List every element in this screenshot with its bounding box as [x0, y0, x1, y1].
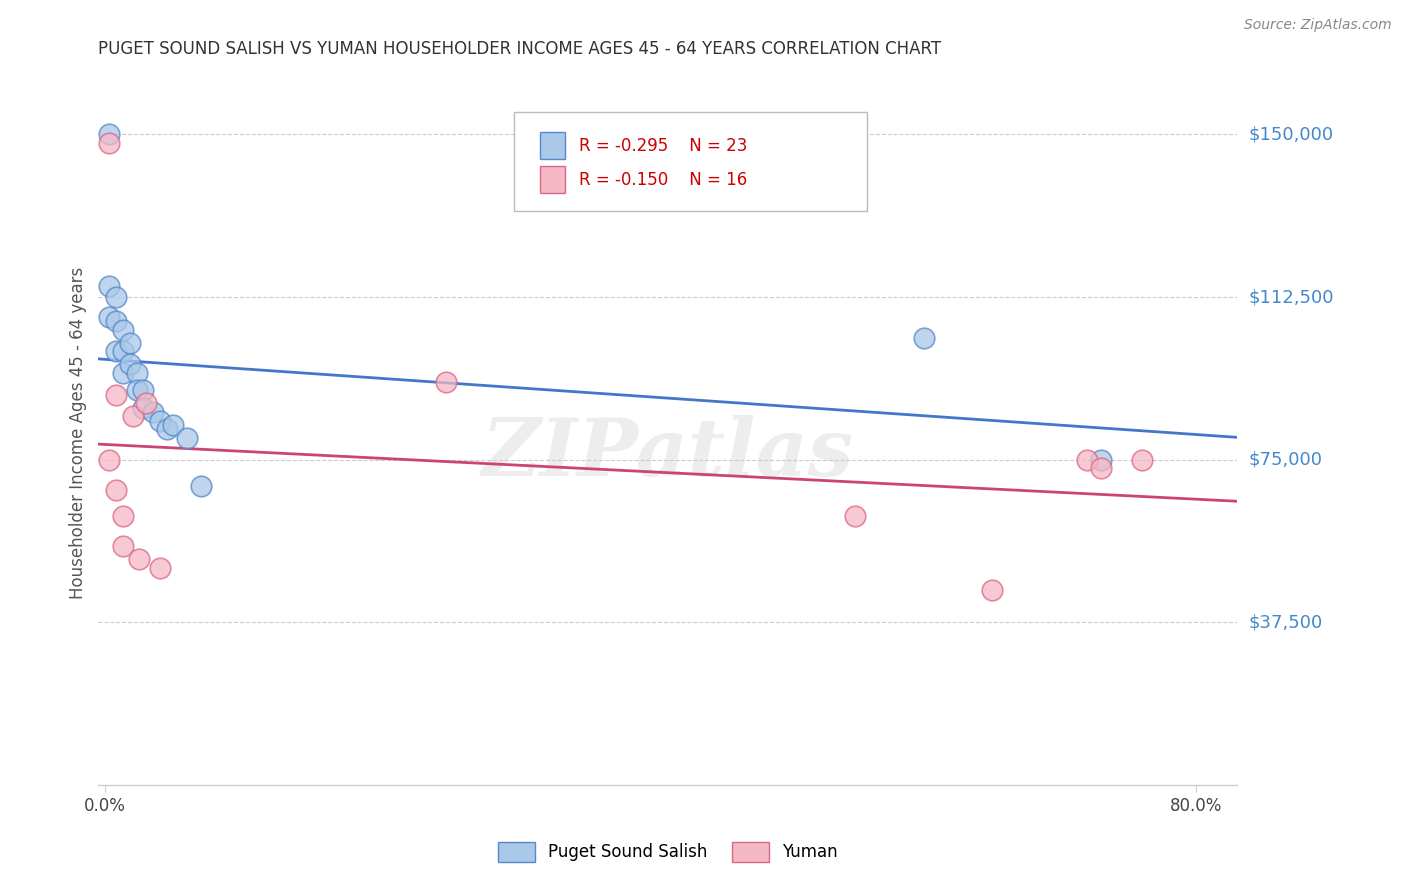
Point [111, 323, 134, 337]
Point [98, 452, 121, 467]
Point [132, 384, 155, 398]
Point [105, 344, 128, 359]
Point [149, 561, 172, 575]
Point [132, 401, 155, 415]
Point [1090, 452, 1112, 467]
Point [156, 422, 179, 436]
Point [125, 366, 148, 380]
Text: PUGET SOUND SALISH VS YUMAN HOUSEHOLDER INCOME AGES 45 - 64 YEARS CORRELATION CH: PUGET SOUND SALISH VS YUMAN HOUSEHOLDER … [98, 40, 942, 58]
FancyBboxPatch shape [540, 166, 565, 193]
Point [125, 384, 148, 398]
Point [98, 136, 121, 150]
Point [111, 366, 134, 380]
Point [162, 417, 184, 432]
Text: Source: ZipAtlas.com: Source: ZipAtlas.com [1244, 18, 1392, 32]
Point [111, 540, 134, 554]
Point [135, 396, 157, 410]
Text: $37,500: $37,500 [1249, 614, 1323, 632]
Point [1090, 461, 1112, 475]
Point [142, 405, 165, 419]
Point [980, 582, 1002, 597]
Text: R = -0.150    N = 16: R = -0.150 N = 16 [579, 170, 747, 188]
Text: R = -0.295    N = 23: R = -0.295 N = 23 [579, 136, 748, 154]
Point [98, 128, 121, 142]
Text: $75,000: $75,000 [1249, 450, 1323, 468]
Point [98, 310, 121, 324]
Point [128, 552, 150, 566]
Point [1130, 452, 1153, 467]
Text: ZIPatlas: ZIPatlas [482, 415, 853, 492]
Point [118, 357, 141, 371]
Point [434, 375, 457, 389]
Point [844, 509, 866, 524]
Point [105, 483, 128, 497]
Point [111, 509, 134, 524]
Y-axis label: Householder Income Ages 45 - 64 years: Householder Income Ages 45 - 64 years [69, 267, 87, 599]
Text: $150,000: $150,000 [1249, 126, 1333, 144]
Point [912, 331, 935, 345]
Point [121, 409, 143, 424]
Text: $112,500: $112,500 [1249, 288, 1334, 306]
Point [1076, 452, 1098, 467]
Point [118, 335, 141, 350]
Point [105, 314, 128, 328]
Point [98, 279, 121, 293]
Point [105, 290, 128, 304]
Point [190, 479, 212, 493]
Point [111, 344, 134, 359]
Point [149, 414, 172, 428]
Point [176, 431, 198, 445]
Point [105, 387, 128, 401]
FancyBboxPatch shape [540, 132, 565, 159]
Legend: Puget Sound Salish, Yuman: Puget Sound Salish, Yuman [491, 836, 845, 868]
FancyBboxPatch shape [515, 112, 868, 211]
